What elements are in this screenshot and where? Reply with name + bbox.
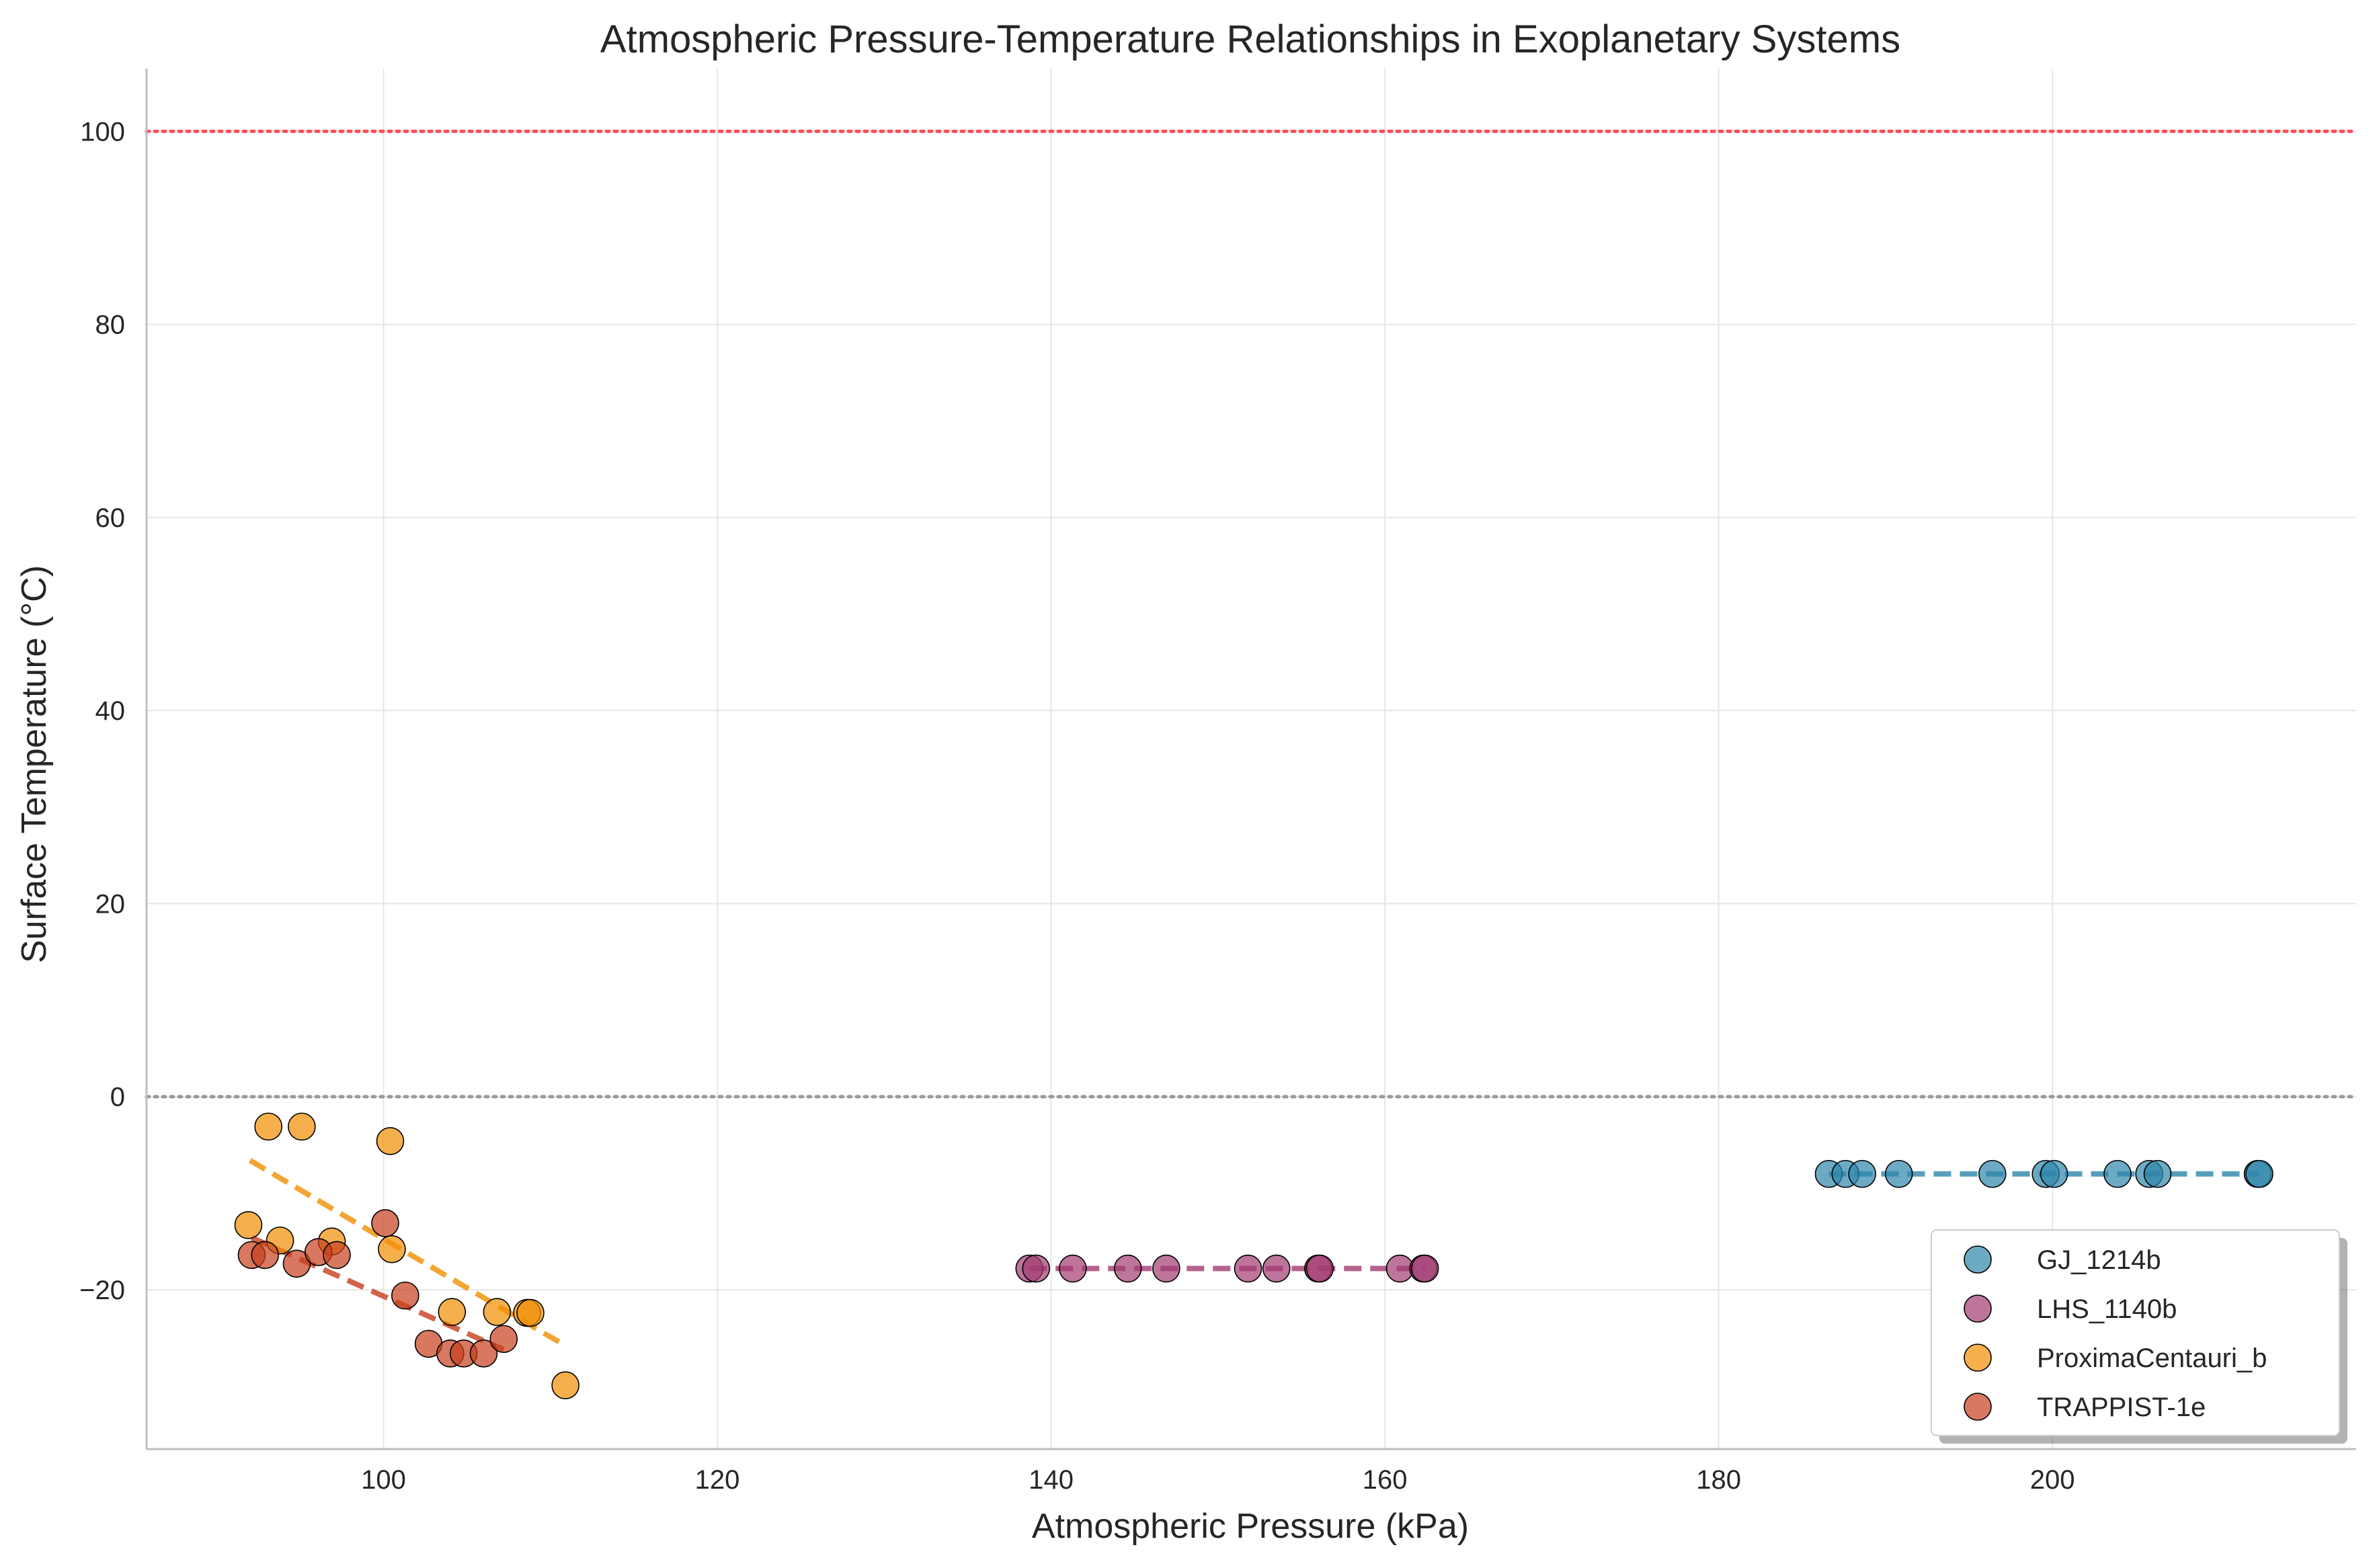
y-tick-labels: −20 0 20 40 60 80 100 (79, 117, 125, 1305)
data-point (376, 1127, 405, 1155)
legend-label: TRAPPIST-1e (2037, 1393, 2206, 1422)
data-point (1262, 1254, 1291, 1283)
data-points (234, 1112, 2273, 1399)
legend-label: LHS_1140b (2037, 1294, 2177, 1324)
legend-marker (1964, 1393, 1992, 1421)
axis-spines (145, 69, 2356, 1450)
data-point (438, 1298, 467, 1326)
data-point (2143, 1159, 2172, 1188)
y-tick-label: 100 (80, 117, 125, 147)
data-point (2103, 1159, 2132, 1188)
data-point (378, 1235, 406, 1264)
data-point (1848, 1159, 1876, 1188)
data-point (1884, 1159, 1913, 1188)
y-axis-label: Surface Temperature (°C) (15, 565, 54, 963)
x-tick-label: 180 (1696, 1465, 1741, 1495)
data-point (254, 1112, 283, 1141)
legend-marker (1964, 1294, 1992, 1323)
data-point (516, 1298, 545, 1327)
data-point (323, 1241, 351, 1270)
data-point (489, 1325, 518, 1354)
data-point (1234, 1254, 1262, 1283)
data-point (1022, 1254, 1051, 1283)
y-tick-label: 0 (110, 1083, 125, 1112)
legend-label: GJ_1214b (2037, 1245, 2161, 1275)
data-point (551, 1371, 579, 1399)
data-point (483, 1298, 512, 1326)
trend-line (250, 1235, 505, 1352)
data-point (251, 1241, 280, 1270)
x-tick-label: 100 (361, 1465, 406, 1495)
data-point (371, 1209, 399, 1237)
data-point (1410, 1254, 1439, 1283)
data-point (234, 1210, 263, 1239)
y-tick-label: −20 (79, 1276, 125, 1305)
data-point (391, 1281, 419, 1310)
y-tick-label: 60 (95, 503, 126, 533)
x-axis-label: Atmospheric Pressure (kPa) (1032, 1507, 1469, 1546)
y-tick-label: 80 (95, 311, 126, 340)
reference-lines (145, 129, 2358, 1099)
x-tick-label: 160 (1363, 1465, 1408, 1495)
chart-title: Atmospheric Pressure-Temperature Relatio… (600, 17, 1900, 61)
x-tick-label: 140 (1029, 1465, 1074, 1495)
y-tick-label: 20 (95, 889, 126, 919)
x-tick-labels: 100 120 140 160 180 200 (361, 1465, 2075, 1495)
data-point (1978, 1159, 2007, 1188)
legend-label: ProximaCentauri_b (2037, 1344, 2267, 1373)
data-point (1059, 1254, 1087, 1283)
data-point (2040, 1159, 2068, 1188)
data-point (1152, 1254, 1180, 1283)
legend-marker (1964, 1245, 1992, 1274)
data-point (1305, 1254, 1334, 1283)
data-point (2245, 1159, 2273, 1188)
data-point (469, 1339, 498, 1368)
data-point (282, 1249, 311, 1278)
data-point (288, 1112, 316, 1141)
y-tick-label: 40 (95, 696, 126, 726)
data-point (1113, 1254, 1142, 1283)
x-tick-label: 120 (695, 1465, 740, 1495)
x-tick-label: 200 (2030, 1465, 2075, 1495)
legend-box (1931, 1229, 2340, 1436)
legend-marker (1964, 1344, 1992, 1372)
legend: GJ_1214b LHS_1140b ProximaCentauri_b TRAPPI… (1931, 1229, 2347, 1444)
trend-line (248, 1158, 567, 1348)
